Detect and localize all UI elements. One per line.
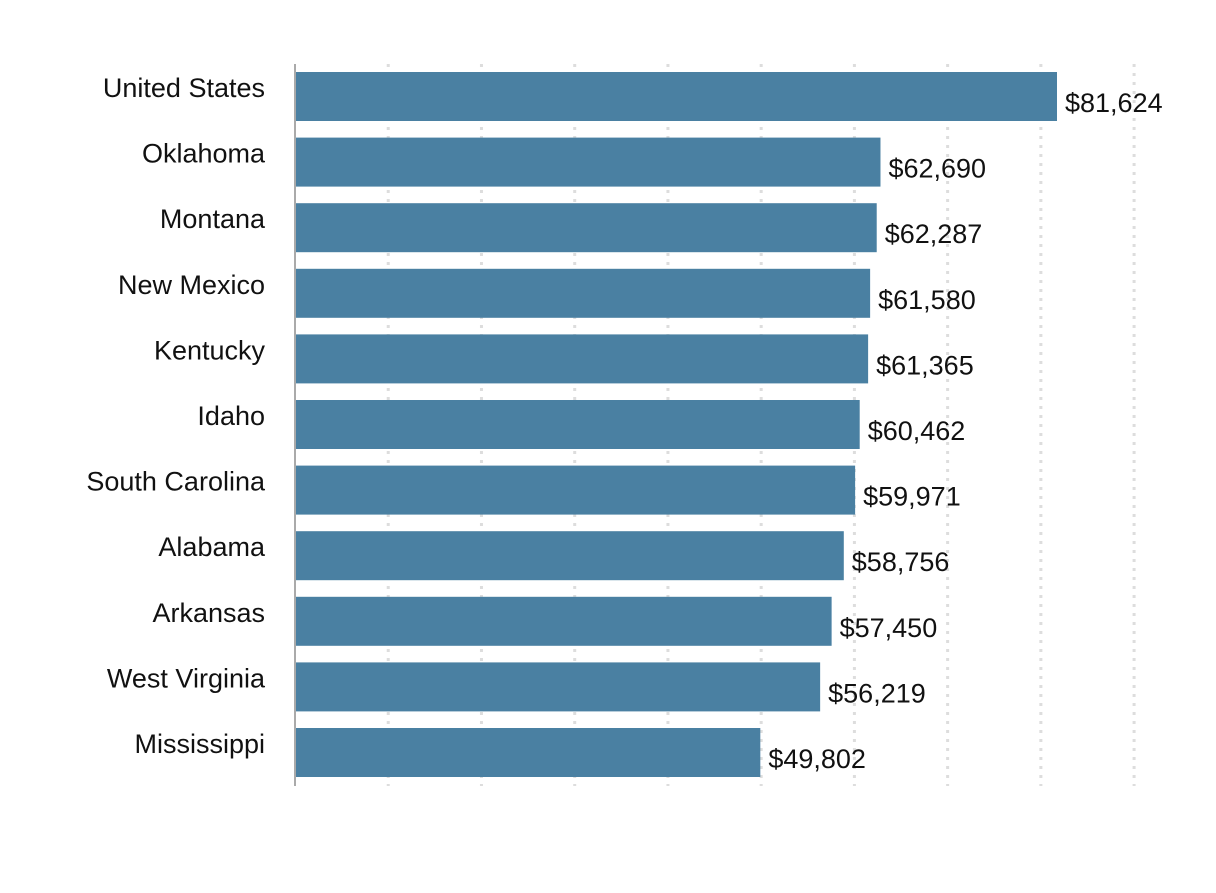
category-label: Montana [160, 204, 266, 234]
value-label: $49,802 [768, 744, 866, 774]
bar-west-virginia [296, 662, 821, 712]
category-label: South Carolina [86, 467, 266, 497]
category-label: Mississippi [134, 729, 265, 759]
value-label: $61,365 [876, 350, 974, 380]
bar-alabama [296, 531, 844, 581]
value-label: $62,287 [885, 219, 983, 249]
bar-south-carolina [296, 465, 856, 515]
bar-new-mexico [296, 268, 871, 318]
value-label: $59,971 [863, 482, 961, 512]
bar-idaho [296, 400, 860, 449]
category-label: United States [103, 73, 265, 103]
value-label: $57,450 [840, 613, 938, 643]
bar-united-states [296, 72, 1057, 121]
category-label: Alabama [158, 532, 266, 562]
bar-mississippi [296, 728, 761, 777]
value-label: $56,219 [828, 678, 926, 708]
category-label: New Mexico [118, 270, 265, 300]
value-label: $60,462 [868, 416, 966, 446]
bar-oklahoma [296, 137, 881, 187]
labels: United States $81,624 Oklahoma $62,690 Monta… [86, 73, 1162, 774]
category-label: Kentucky [154, 335, 266, 365]
category-label: West Virginia [107, 663, 266, 693]
bar-montana [296, 203, 877, 253]
value-label: $61,580 [878, 285, 976, 315]
category-label: Arkansas [152, 598, 265, 628]
bars [296, 72, 1057, 777]
value-label: $62,690 [888, 154, 986, 184]
category-label: Oklahoma [142, 139, 266, 169]
value-label: $58,756 [852, 547, 950, 577]
category-label: Idaho [197, 401, 265, 431]
bar-kentucky [296, 334, 869, 384]
bar-arkansas [296, 596, 832, 646]
value-label: $81,624 [1065, 88, 1163, 118]
